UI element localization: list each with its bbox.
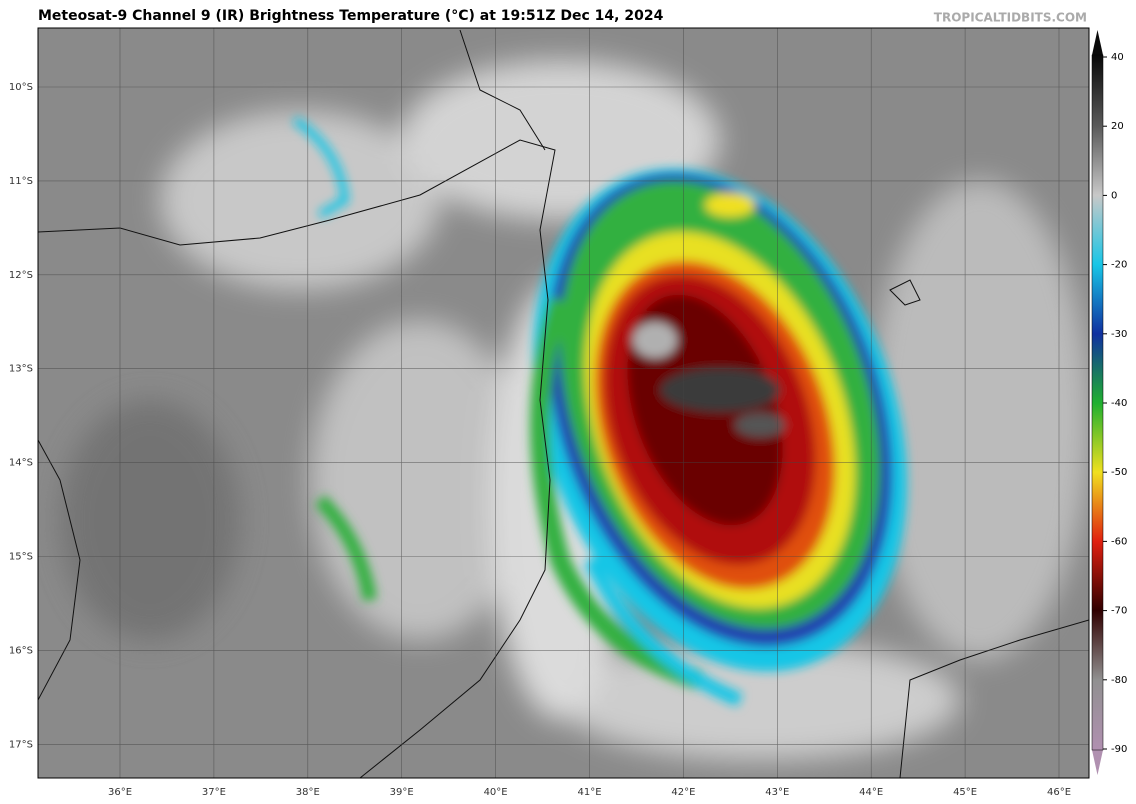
lon-label: 39°E bbox=[390, 787, 414, 798]
lon-label: 46°E bbox=[1047, 787, 1071, 798]
colorbar-label: -80 bbox=[1111, 675, 1127, 686]
map bbox=[38, 28, 1089, 778]
colorbar-label: -50 bbox=[1111, 467, 1127, 478]
lon-label: 45°E bbox=[953, 787, 977, 798]
colorbar-label: 40 bbox=[1111, 52, 1124, 63]
colorbar-label: -30 bbox=[1111, 329, 1127, 340]
colorbar-label: -60 bbox=[1111, 536, 1127, 547]
lon-label: 38°E bbox=[296, 787, 320, 798]
lat-label: 17°S bbox=[9, 739, 33, 750]
lat-label: 11°S bbox=[9, 176, 33, 187]
colorbar-label: -70 bbox=[1111, 606, 1127, 617]
colorbar-label: -40 bbox=[1111, 398, 1127, 409]
map-frame bbox=[37, 27, 1090, 779]
lat-label: 12°S bbox=[9, 270, 33, 281]
lon-label: 44°E bbox=[859, 787, 883, 798]
lon-label: 37°E bbox=[202, 787, 226, 798]
lon-label: 42°E bbox=[671, 787, 695, 798]
colorbar-label: 0 bbox=[1111, 190, 1117, 201]
lon-label: 40°E bbox=[484, 787, 508, 798]
title: Meteosat-9 Channel 9 (IR) Brightness Tem… bbox=[38, 8, 664, 24]
lat-label: 14°S bbox=[9, 458, 33, 469]
lat-label: 16°S bbox=[9, 645, 33, 656]
lon-label: 36°E bbox=[108, 787, 132, 798]
lon-label: 43°E bbox=[765, 787, 789, 798]
colorbar-top bbox=[1092, 30, 1103, 55]
lat-label: 13°S bbox=[9, 364, 33, 375]
colorbar-bottom bbox=[1092, 750, 1103, 775]
colorbar-label: -20 bbox=[1111, 260, 1127, 271]
lon-label: 41°E bbox=[577, 787, 601, 798]
lat-label: 15°S bbox=[9, 552, 33, 563]
colorbar bbox=[1091, 54, 1104, 751]
colorbar-label: -90 bbox=[1111, 744, 1127, 755]
credit: TROPICALTIDBITS.COM bbox=[934, 11, 1087, 25]
colorbar-label: 20 bbox=[1111, 121, 1124, 132]
lat-label: 10°S bbox=[9, 82, 33, 93]
